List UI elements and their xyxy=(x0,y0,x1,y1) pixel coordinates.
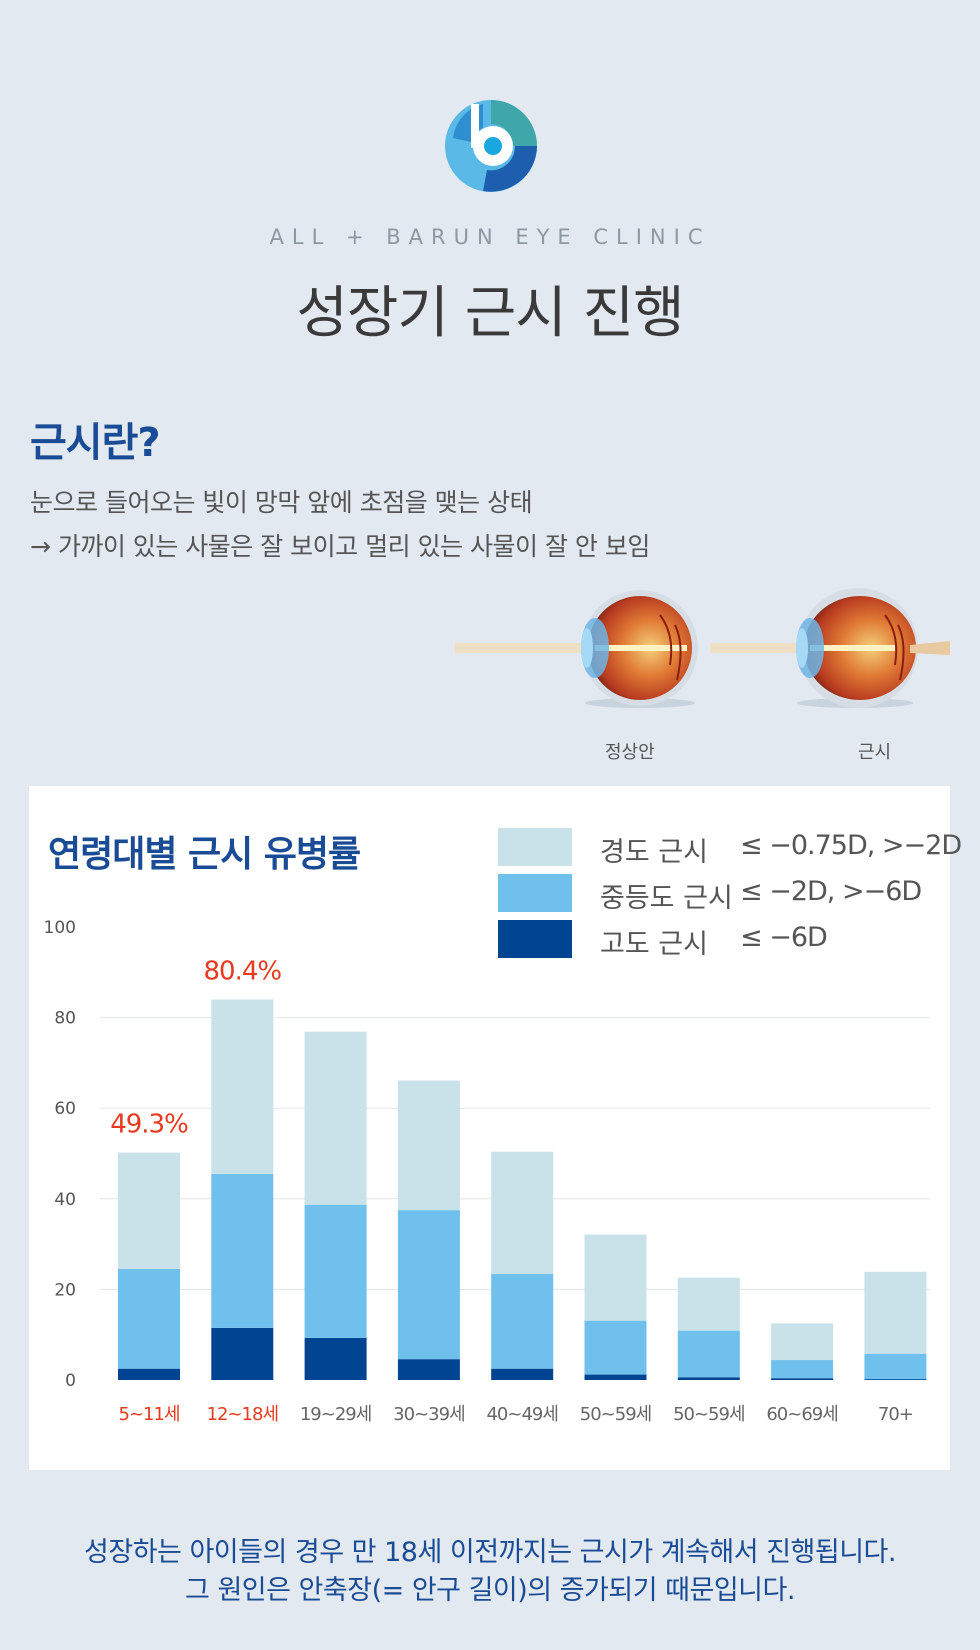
bar-segment-moderate xyxy=(118,1269,180,1369)
definition-text: 눈으로 들어오는 빛이 망막 앞에 초점을 맺는 상태 xyxy=(30,488,533,517)
legend-range-high: ≤ −6D xyxy=(740,922,828,953)
y-tick-label: 40 xyxy=(54,1190,76,1210)
legend-label-moderate: 중등도 근시 xyxy=(600,883,733,914)
x-tick-label: 70+ xyxy=(878,1404,913,1425)
legend-range-mild: ≤ −0.75D, >−2D xyxy=(740,830,962,861)
y-tick-label: 60 xyxy=(54,1099,76,1119)
legend-label-mild: 경도 근시 xyxy=(600,837,708,868)
eye-illustration-normal xyxy=(455,590,698,708)
bar-segment-moderate xyxy=(771,1360,834,1379)
page-title: 성장기 근시 진행 xyxy=(296,281,684,346)
brand-name: ALL + BARUN EYE CLINIC xyxy=(269,225,711,249)
y-tick-label: 0 xyxy=(65,1371,76,1391)
section-heading: 근시란? xyxy=(30,420,161,466)
bar-segment-mild xyxy=(864,1271,927,1354)
y-tick-label: 80 xyxy=(54,1009,76,1029)
bar-segment-moderate xyxy=(304,1204,367,1338)
bar-segment-mild xyxy=(211,999,274,1174)
bar-segment-mild xyxy=(118,1152,180,1270)
x-tick-label: 50~59세 xyxy=(673,1404,744,1425)
bar-segment-mild xyxy=(304,1031,367,1205)
caption-myopia-eye: 근시 xyxy=(858,742,892,763)
bar-segment-high xyxy=(118,1368,180,1380)
bar-segment-moderate xyxy=(677,1330,740,1378)
clinic-logo xyxy=(445,100,537,192)
data-label: 49.3% xyxy=(110,1110,188,1140)
bar-segment-high xyxy=(771,1378,834,1380)
legend-range-moderate: ≤ −2D, >−6D xyxy=(740,876,922,907)
chart-title: 연령대별 근시 유병률 xyxy=(48,834,361,875)
data-label: 80.4% xyxy=(203,956,281,986)
legend-swatch-moderate xyxy=(498,874,572,912)
bar-segment-moderate xyxy=(491,1273,554,1369)
legend-label-high: 고도 근시 xyxy=(600,929,708,960)
eye-illustration-myopia xyxy=(710,588,950,708)
footer-line-1: 성장하는 아이들의 경우 만 18세 이전까지는 근시가 계속해서 진행됩니다. xyxy=(84,1537,896,1568)
y-tick-label: 100 xyxy=(44,918,76,938)
bar-segment-mild xyxy=(584,1234,647,1321)
bar-segment-mild xyxy=(397,1080,460,1211)
bar-segment-high xyxy=(211,1327,274,1380)
bar-segment-mild xyxy=(491,1151,554,1274)
footer-line-2: 그 원인은 안축장(= 안구 길이)의 증가되기 때문입니다. xyxy=(185,1575,795,1606)
bar-segment-high xyxy=(864,1379,927,1380)
legend-swatch-high xyxy=(498,920,572,958)
legend-swatch-mild xyxy=(498,828,572,866)
x-tick-label: 12~18세 xyxy=(207,1404,278,1425)
x-tick-label: 19~29세 xyxy=(300,1404,371,1425)
bar-segment-high xyxy=(491,1368,554,1380)
bar-segment-moderate xyxy=(397,1210,460,1360)
caption-normal-eye: 정상안 xyxy=(605,742,655,763)
bar-segment-mild xyxy=(771,1323,834,1361)
x-tick-label: 30~39세 xyxy=(393,1404,464,1425)
x-tick-label: 50~59세 xyxy=(580,1404,651,1425)
bar-segment-high xyxy=(304,1337,367,1380)
x-tick-label: 60~69세 xyxy=(766,1404,837,1425)
bar-segment-high xyxy=(584,1374,647,1380)
bar-segment-high xyxy=(677,1377,740,1380)
x-tick-label: 5~11세 xyxy=(119,1404,180,1425)
bar-segment-mild xyxy=(677,1277,740,1331)
bar-segment-moderate xyxy=(211,1173,274,1328)
x-tick-label: 40~49세 xyxy=(486,1404,557,1425)
bar-segment-high xyxy=(397,1359,460,1380)
bar-segment-moderate xyxy=(584,1320,647,1375)
y-tick-label: 20 xyxy=(54,1280,76,1300)
definition-result-text: → 가까이 있는 사물은 잘 보이고 멀리 있는 사물이 잘 안 보임 xyxy=(30,532,650,561)
bar-segment-moderate xyxy=(864,1353,927,1380)
